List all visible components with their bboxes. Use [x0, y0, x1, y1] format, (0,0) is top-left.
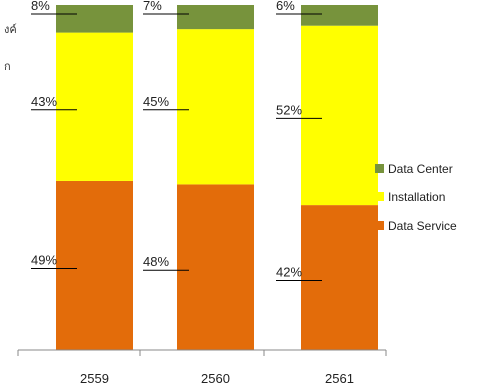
bar-data-center-2559	[56, 5, 133, 33]
legend-swatch-data-center	[375, 164, 384, 173]
bar-data-service-2559	[56, 180, 133, 350]
x-tick-label-2559: 2559	[80, 371, 109, 386]
bar-data-center-2561	[301, 5, 378, 26]
data-label: 7%	[143, 0, 162, 13]
bar-installation-2561	[301, 25, 378, 206]
data-label: 45%	[143, 94, 169, 109]
data-label: 6%	[276, 0, 295, 13]
legend-label: Installation	[388, 190, 445, 204]
legend-label: Data Center	[388, 162, 453, 176]
legend-label: Data Service	[388, 219, 457, 233]
bar-installation-2559	[56, 32, 133, 181]
data-label: 48%	[143, 254, 169, 269]
data-label: 42%	[276, 265, 302, 280]
data-label: 43%	[31, 94, 57, 109]
data-label: 8%	[31, 0, 50, 13]
bar-installation-2560	[177, 29, 254, 185]
page-text-fragment: ก	[4, 61, 11, 73]
data-label: 49%	[31, 252, 57, 267]
legend-swatch-data-service	[375, 221, 384, 230]
bar-data-center-2560	[177, 5, 254, 30]
data-label: 52%	[276, 102, 302, 117]
x-tick-label-2561: 2561	[325, 371, 354, 386]
legend-swatch-installation	[375, 192, 384, 201]
x-tick-label-2560: 2560	[201, 371, 230, 386]
page-text-fragment: งค์	[4, 23, 17, 36]
bar-data-service-2560	[177, 184, 254, 350]
bar-data-service-2561	[301, 205, 378, 350]
